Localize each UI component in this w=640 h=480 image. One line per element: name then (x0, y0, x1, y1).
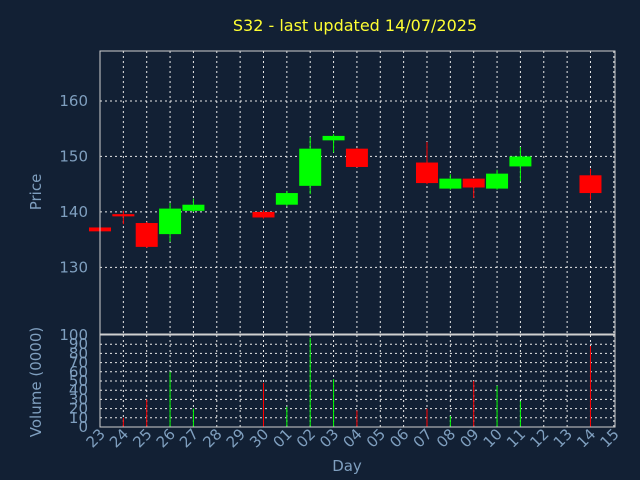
volume-y-tick-label: 60 (69, 363, 88, 381)
price-y-tick-label: 160 (59, 92, 88, 110)
day-x-tick-label: 14 (573, 425, 599, 451)
day-x-tick-label: 03 (316, 425, 342, 451)
day-x-tick-label: 27 (176, 425, 202, 451)
price-y-tick-label: 140 (59, 203, 88, 221)
day-x-tick-label: 26 (153, 425, 179, 451)
volume-axis-label: Volume (0000) (27, 327, 45, 437)
price-panel-frame (99, 50, 616, 335)
day-x-tick-label: 24 (106, 425, 132, 451)
candle-body (579, 175, 602, 194)
day-axis-label: Day (332, 457, 362, 475)
day-x-tick-label: 15 (596, 425, 622, 451)
volume-y-tick-label: 100 (59, 326, 88, 344)
candle-body (182, 204, 205, 211)
day-x-tick-label: 04 (340, 425, 366, 451)
volume-bars (122, 337, 591, 427)
day-x-tick-label: 11 (503, 425, 529, 451)
candle-body (252, 211, 275, 218)
candle-body (345, 148, 368, 167)
price-candles (89, 134, 602, 248)
price-grid (99, 51, 615, 334)
volume-y-tick-label: 90 (69, 335, 88, 353)
volume-y-tick-label: 20 (69, 400, 88, 418)
candle-body (322, 135, 345, 141)
day-x-tick-label: 05 (363, 425, 389, 451)
volume-y-tick-label: 80 (69, 344, 88, 362)
volume-grid (99, 334, 615, 428)
candle-body (299, 148, 322, 186)
volume-panel-frame (99, 334, 616, 428)
day-x-tick-label: 08 (433, 425, 459, 451)
day-x-tick-label: 07 (410, 425, 436, 451)
day-x-tick-label: 13 (550, 425, 576, 451)
volume-y-tick-label: 70 (69, 354, 88, 372)
candle-body (486, 173, 509, 189)
day-x-tick-label: 10 (480, 425, 506, 451)
day-x-ticks: 2324252627282930010203040506070809101112… (83, 425, 623, 451)
candle-body (275, 193, 298, 205)
volume-y-tick-label: 10 (69, 409, 88, 427)
day-x-tick-label: 06 (386, 425, 412, 451)
chart-title: S32 - last updated 14/07/2025 (233, 16, 477, 35)
volume-y-tick-label: 50 (69, 372, 88, 390)
price-axis-label: Price (27, 174, 45, 211)
volume-y-tick-label: 30 (69, 390, 88, 408)
price-y-tick-label: 150 (59, 147, 88, 165)
day-x-tick-label: 30 (246, 425, 272, 451)
day-x-tick-label: 09 (456, 425, 482, 451)
candle-body (415, 162, 438, 184)
day-x-tick-label: 25 (129, 425, 155, 451)
price-y-ticks: 130 140 150 160 (59, 92, 88, 276)
day-x-tick-label: 02 (293, 425, 319, 451)
volume-y-tick-label: 40 (69, 381, 88, 399)
day-x-tick-label: 01 (269, 425, 295, 451)
candle-body (509, 156, 532, 167)
day-x-tick-label: 12 (526, 425, 552, 451)
candle-body (462, 178, 485, 188)
candle-body (159, 208, 182, 235)
candle-body (135, 223, 158, 247)
day-x-tick-label: 29 (223, 425, 249, 451)
candle-body (112, 214, 135, 217)
candle-body (439, 178, 462, 189)
volume-y-tick-label: 0 (78, 418, 88, 436)
price-y-tick-label: 130 (59, 258, 88, 276)
day-x-tick-label: 28 (199, 425, 225, 451)
